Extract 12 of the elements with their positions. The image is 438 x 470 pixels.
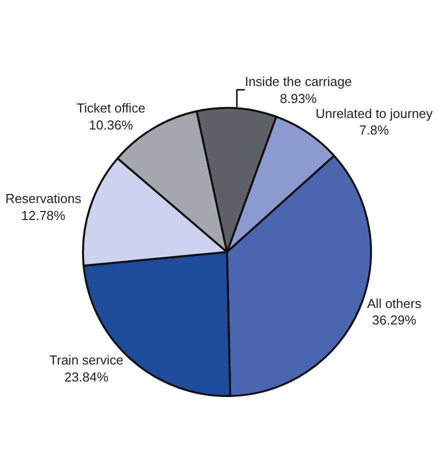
data-label: 8.93%	[280, 90, 318, 106]
slice-label: Unrelated to journey	[316, 106, 434, 121]
slice-label: All others	[367, 296, 422, 311]
data-label: 12.78%	[21, 208, 66, 224]
slice-label: Ticket office	[76, 100, 146, 116]
data-label: 10.36%	[88, 117, 134, 132]
data-label: 36.29%	[372, 312, 417, 328]
data-label: 7.8%	[359, 122, 390, 138]
slice-label: Reservations	[5, 191, 82, 206]
data-label: 23.84%	[64, 369, 109, 384]
slice-label: Train service	[49, 352, 124, 368]
slice-label: Inside the carriage	[244, 74, 352, 89]
